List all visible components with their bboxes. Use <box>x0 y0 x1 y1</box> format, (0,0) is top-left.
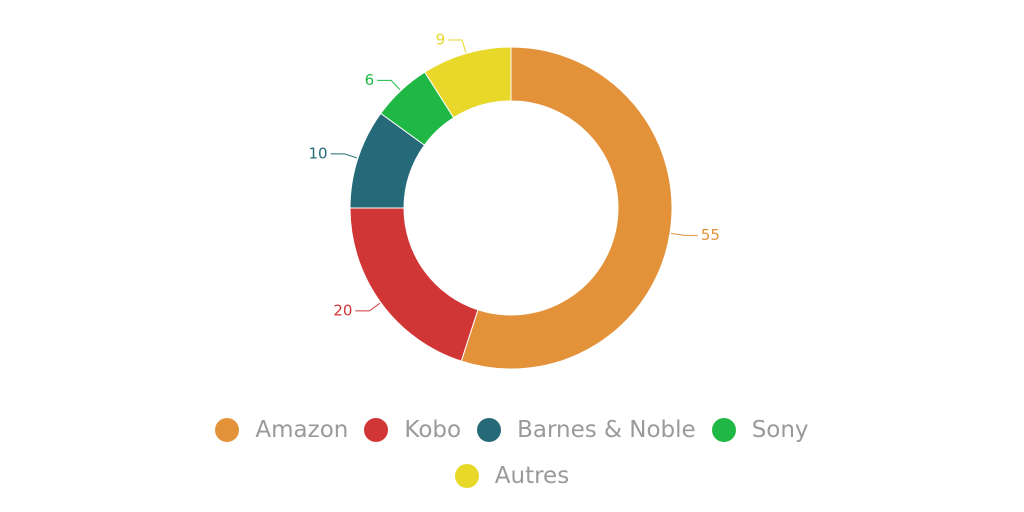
leader-line <box>377 79 401 91</box>
legend-item[interactable]: Barnes & Noble <box>477 414 696 446</box>
data-label: 55 <box>701 226 720 244</box>
legend-label: Barnes & Noble <box>517 417 696 443</box>
legend-item[interactable]: Autres <box>454 460 570 492</box>
legend-swatch <box>364 418 389 442</box>
legend-label: Amazon <box>255 417 349 443</box>
legend-item[interactable]: Kobo <box>364 414 461 446</box>
data-label: 6 <box>365 71 375 89</box>
slice <box>424 46 512 119</box>
legend-swatch <box>215 418 240 442</box>
legend-label: Autres <box>494 463 570 489</box>
legend-item[interactable]: Amazon <box>215 414 348 446</box>
legend-label: Sony <box>751 417 809 443</box>
data-label: 9 <box>436 30 446 48</box>
legend-swatch <box>477 418 502 442</box>
leader-line <box>448 39 467 53</box>
chart: 55 20 10 6 9 <box>308 30 720 370</box>
legend-swatch <box>711 418 736 442</box>
legend-swatch <box>454 464 479 488</box>
data-label: 10 <box>308 144 327 162</box>
leader-line <box>670 232 698 236</box>
legend-label: Kobo <box>404 417 462 443</box>
legend-item[interactable]: Sony <box>711 414 809 446</box>
leader-line <box>330 153 358 159</box>
leader-line <box>355 302 381 312</box>
data-label: 20 <box>333 301 352 319</box>
slice <box>460 46 673 370</box>
legend: Amazon Kobo Barnes & Noble Sony Autres <box>197 414 827 492</box>
slice <box>349 207 479 362</box>
